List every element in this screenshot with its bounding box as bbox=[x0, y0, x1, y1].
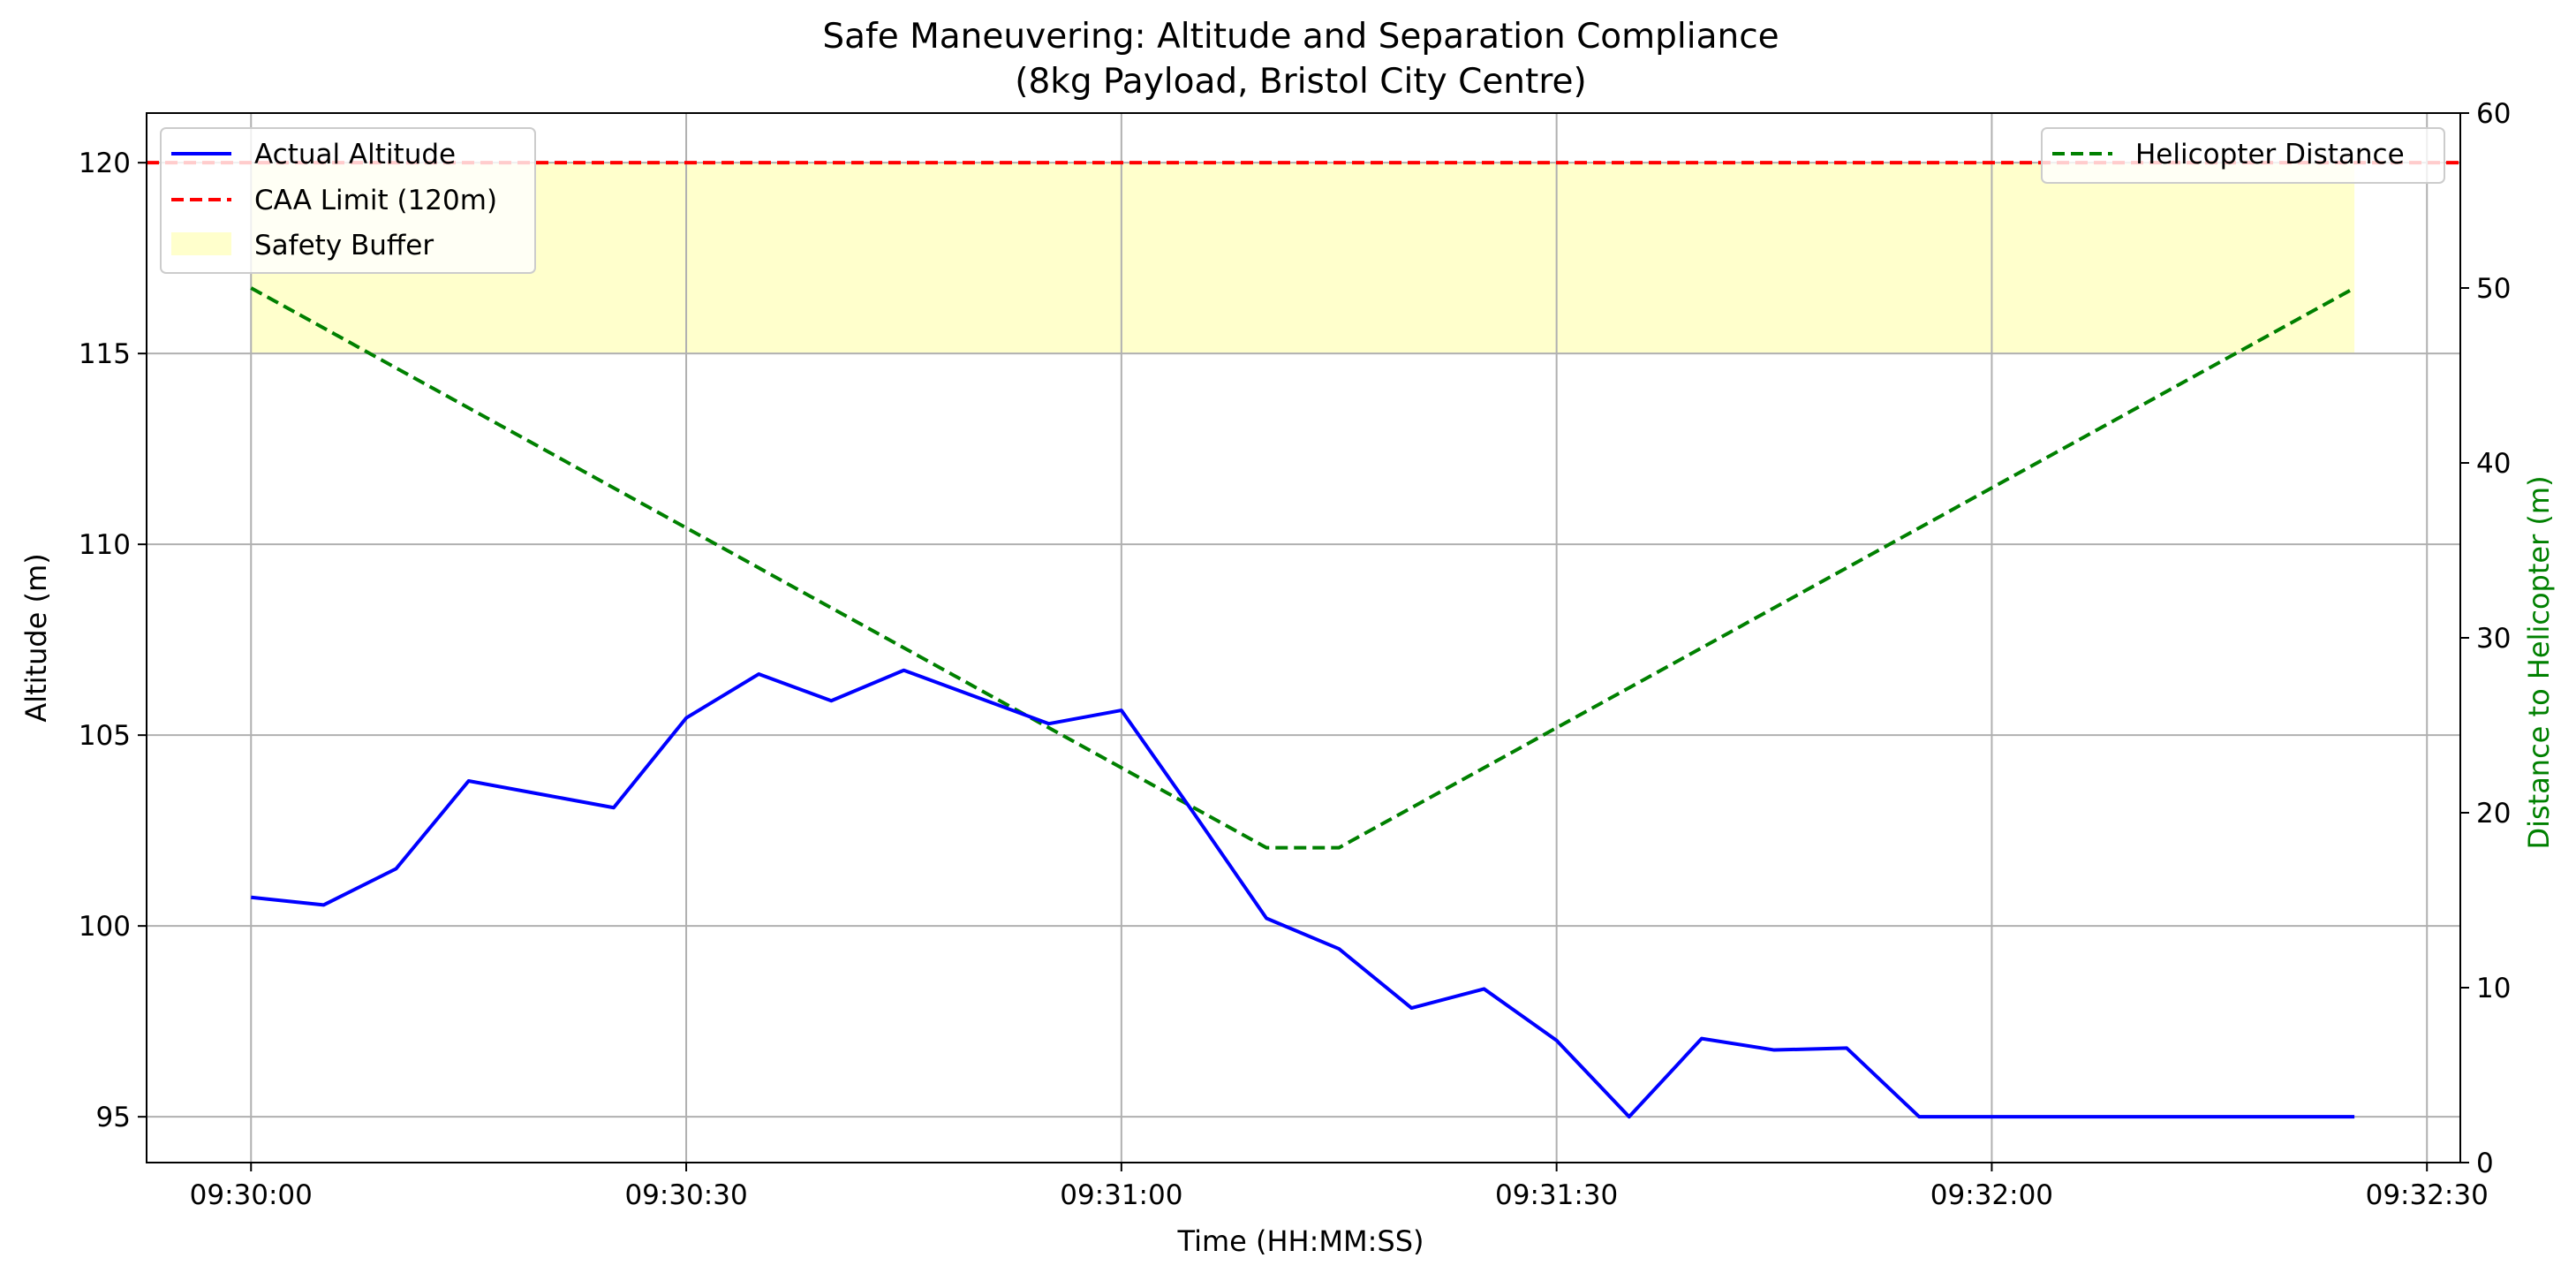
legend-label-actual-altitude: Actual Altitude bbox=[254, 139, 456, 170]
legend-swatch-safety-buffer bbox=[171, 232, 231, 255]
actual-altitude-point bbox=[613, 807, 614, 808]
actual-altitude-point bbox=[686, 717, 687, 718]
legend-right-box bbox=[2041, 127, 2445, 184]
actual-altitude-point bbox=[2209, 1117, 2210, 1118]
x-axis-label: Time (HH:MM:SS) bbox=[1177, 1224, 1424, 1258]
actual-altitude-point bbox=[1991, 1117, 1992, 1118]
y-tick-label-left: 120 bbox=[79, 148, 131, 179]
y-tick-label-right: 30 bbox=[2476, 623, 2511, 655]
actual-altitude-point bbox=[251, 897, 252, 898]
actual-altitude-point bbox=[903, 670, 904, 671]
actual-altitude-point bbox=[1919, 1117, 1920, 1118]
actual-altitude-point bbox=[1411, 1008, 1412, 1009]
x-tick-label: 09:32:30 bbox=[2366, 1179, 2489, 1211]
actual-altitude-point bbox=[976, 696, 977, 697]
x-tick-label: 09:31:00 bbox=[1060, 1179, 1182, 1211]
safety-buffer-layer bbox=[251, 163, 2355, 354]
y-tick-label-left: 105 bbox=[79, 720, 131, 752]
x-tick-label: 09:31:30 bbox=[1495, 1179, 1618, 1211]
helicopter-distance-point bbox=[2354, 288, 2355, 289]
actual-altitude-point bbox=[2064, 1117, 2065, 1118]
actual-altitude-point bbox=[2136, 1117, 2137, 1118]
helicopter-distance-point bbox=[251, 288, 252, 289]
y-tick-label-right: 0 bbox=[2476, 1148, 2494, 1179]
actual-altitude-point bbox=[468, 781, 469, 782]
chart-title: Safe Maneuvering: Altitude and Separatio… bbox=[822, 17, 1779, 57]
y-tick-label-right: 40 bbox=[2476, 448, 2511, 480]
y-tick-label-right: 50 bbox=[2476, 273, 2511, 305]
actual-altitude-point bbox=[1193, 813, 1194, 814]
actual-altitude-point bbox=[1774, 1049, 1775, 1050]
actual-altitude-point bbox=[2354, 1117, 2355, 1118]
legend-label-caa-limit: CAA Limit (120m) bbox=[254, 185, 497, 216]
actual-altitude-point bbox=[1121, 710, 1122, 711]
legend-label-helicopter-distance: Helicopter Distance bbox=[2135, 139, 2405, 170]
y-axis-label-left: Altitude (m) bbox=[19, 553, 53, 722]
actual-altitude-point bbox=[540, 794, 541, 795]
y-tick-label-right: 60 bbox=[2476, 98, 2511, 130]
safety-buffer-band bbox=[251, 163, 2355, 354]
series-layer bbox=[147, 161, 2460, 1119]
chart-subtitle: (8kg Payload, Bristol City Centre) bbox=[1015, 62, 1586, 102]
legend-left-box bbox=[160, 127, 536, 274]
y-tick-label-left: 110 bbox=[79, 529, 131, 561]
helicopter-distance-point bbox=[1266, 847, 1267, 848]
y-tick-label-right: 20 bbox=[2476, 798, 2511, 830]
x-tick-label: 09:32:00 bbox=[1930, 1179, 2053, 1211]
actual-altitude-line bbox=[251, 668, 2355, 1119]
actual-altitude-point bbox=[1628, 1117, 1629, 1118]
helicopter-distance-line bbox=[250, 286, 2356, 850]
actual-altitude-point bbox=[1701, 1038, 1702, 1039]
tick-layer: 09:30:00 09:30:30 09:31:00 09:31:30 09:32:00… bbox=[79, 98, 2512, 1211]
y-tick-label-left: 115 bbox=[79, 338, 131, 370]
helicopter-distance-point bbox=[1339, 847, 1340, 848]
legend-left: Actual Altitude CAA Limit (120m) Safety … bbox=[160, 127, 536, 274]
actual-altitude-point bbox=[1339, 949, 1340, 950]
x-tick-label: 09:30:30 bbox=[624, 1179, 747, 1211]
actual-altitude-point bbox=[1556, 1040, 1557, 1041]
actual-altitude-point bbox=[1266, 918, 1267, 919]
legend-label-safety-buffer: Safety Buffer bbox=[254, 230, 434, 261]
y-tick-label-left: 100 bbox=[79, 911, 131, 943]
actual-altitude-point bbox=[396, 868, 397, 869]
y-axis-label-right: Distance to Helicopter (m) bbox=[2522, 475, 2556, 849]
y-tick-label-right: 10 bbox=[2476, 973, 2511, 1004]
y-tick-label-left: 95 bbox=[96, 1102, 131, 1133]
legend-right: Helicopter Distance bbox=[2041, 127, 2445, 184]
actual-altitude-point bbox=[2281, 1117, 2282, 1118]
x-tick-label: 09:30:00 bbox=[190, 1179, 313, 1211]
